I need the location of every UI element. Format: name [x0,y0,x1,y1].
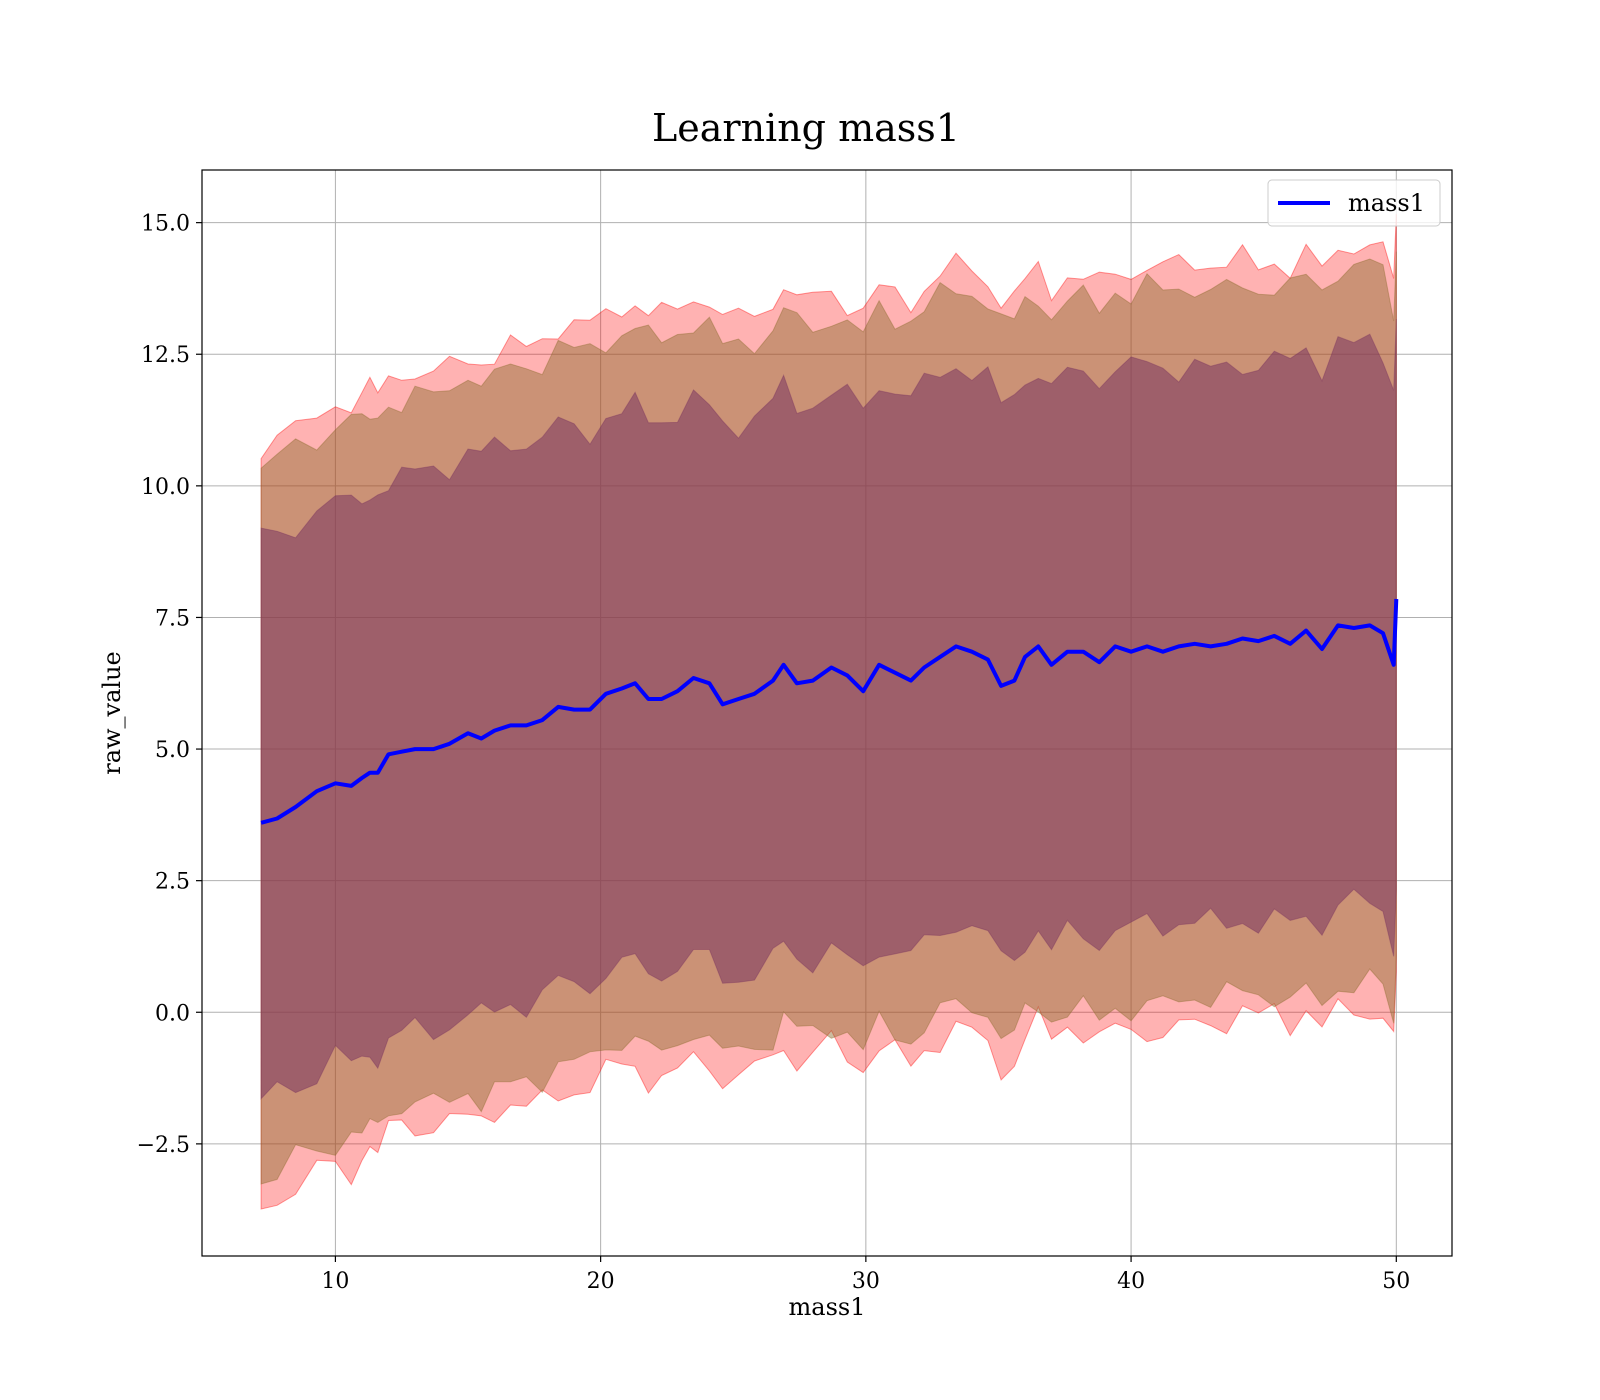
x-axis-label: mass1 [789,1293,866,1321]
x-tick-label: 40 [1117,1269,1145,1294]
chart-title: Learning mass1 [652,106,960,150]
y-ticks: −2.5 0.0 2.5 5.0 7.5 10.0 12.5 15.0 [137,212,202,1158]
x-ticks: 10 20 30 40 50 [321,1256,1410,1294]
y-tick-label: 12.5 [141,343,190,368]
legend-label-mass1: mass1 [1348,189,1425,217]
y-tick-label: 10.0 [141,475,190,500]
x-tick-label: 30 [852,1269,880,1294]
series-line-mass1 [260,598,1399,825]
y-tick-label: −2.5 [137,1133,190,1158]
legend: mass1 [1267,179,1441,227]
bands [260,214,1397,1210]
x-tick-label: 10 [321,1269,349,1294]
y-tick-label: 0.0 [155,1001,190,1026]
y-tick-label: 15.0 [141,212,190,237]
x-tick-label: 20 [587,1269,615,1294]
plot-frame [201,169,1453,1257]
y-tick-label: 5.0 [155,738,190,763]
x-tick-label: 50 [1382,1269,1410,1294]
y-tick-label: 2.5 [155,870,190,895]
y-axis-label: raw_value [98,651,126,775]
legend-box [1267,179,1441,227]
y-tick-label: 7.5 [155,606,190,631]
band-inner [260,318,1397,1100]
series-lines [260,598,1399,825]
